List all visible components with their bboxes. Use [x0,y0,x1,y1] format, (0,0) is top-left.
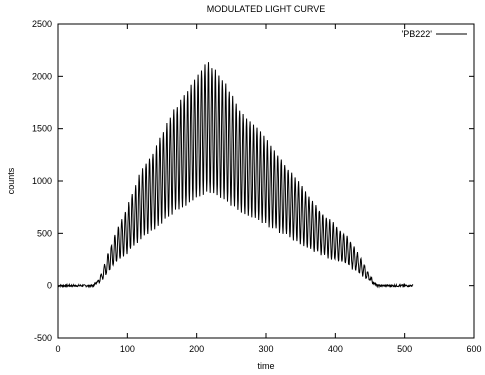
y-tick-label: 2000 [32,71,52,81]
y-tick-label: 500 [37,228,52,238]
y-tick-label: -500 [34,333,52,343]
legend: 'PB222' [402,29,467,39]
x-axis-title: time [257,361,274,371]
y-tick-label: 1500 [32,124,52,134]
plot-area-frame [57,23,475,339]
x-tick-label: 200 [189,344,204,354]
y-tick-label: 2500 [32,19,52,29]
x-tick-label: 300 [258,344,273,354]
x-tick-label: 500 [397,344,412,354]
series-pb222-line [57,62,414,289]
x-tick-label: 600 [466,344,481,354]
legend-label: 'PB222' [402,29,433,39]
x-tick-label: 400 [328,344,343,354]
y-tick-label: 0 [47,281,52,291]
y-tick-label: 1000 [32,176,52,186]
x-tick-label: 100 [120,344,135,354]
chart-title: MODULATED LIGHT CURVE [207,4,326,14]
y-axis-title: counts [6,167,16,194]
x-tick-label: 0 [55,344,60,354]
axis-ticks: 0 100 200 300 400 500 600-50005001000150020002… [32,19,482,354]
